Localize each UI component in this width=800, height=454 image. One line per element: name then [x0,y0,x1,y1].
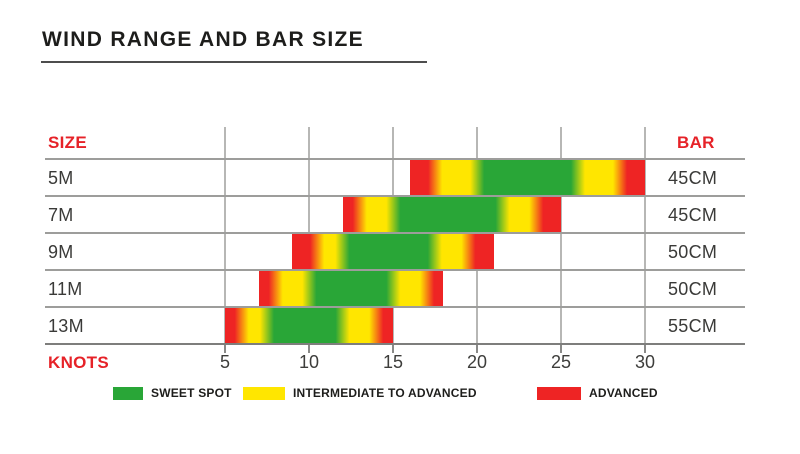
axis-tick [560,345,562,353]
row-divider [45,306,745,308]
kite-size-label: 9M [48,242,74,262]
row-divider [45,158,745,160]
wind-range-bar [225,308,393,343]
wind-range-bar [409,160,645,195]
legend-label: ADVANCED [589,386,658,400]
gridline [224,127,226,343]
axis-tick [644,345,646,353]
kite-size-label: 5M [48,168,74,188]
intermediate-swatch-icon [243,386,285,400]
bar-size-label: 55CM [668,316,718,336]
bar-size-label: 45CM [668,205,718,225]
axis-tick-label: 30 [634,352,656,372]
knots-axis-label: KNOTS [48,353,109,372]
axis-tick-label: 15 [382,352,404,372]
legend-item-sweet-spot: SWEET SPOT [113,386,232,400]
size-column-header: SIZE [48,133,87,152]
advanced-swatch-icon [537,386,581,400]
axis-tick-label: 5 [219,352,230,372]
title-underline [41,61,427,63]
row-divider [45,195,745,197]
legend-label: SWEET SPOT [151,386,232,400]
wind-range-bar [292,234,494,269]
legend-label: INTERMEDIATE TO ADVANCED [293,386,477,400]
legend: SWEET SPOT INTERMEDIATE TO ADVANCED ADVA… [0,386,800,402]
axis-tick-label: 25 [550,352,572,372]
axis-tick [476,345,478,353]
wind-range-bar [258,271,444,306]
axis-tick [308,345,310,353]
kite-size-label: 7M [48,205,74,225]
gridline [644,127,646,343]
legend-item-intermediate: INTERMEDIATE TO ADVANCED [243,386,477,400]
axis-tick [392,345,394,353]
axis-tick-label: 10 [298,352,320,372]
axis-tick [224,345,226,353]
wind-range-bar [342,197,561,232]
sweet-spot-swatch-icon [113,386,143,400]
knots-axis-line [45,343,745,345]
bar-size-label: 45CM [668,168,718,188]
row-divider [45,232,745,234]
bar-size-label: 50CM [668,279,718,299]
kite-size-label: 13M [48,316,84,336]
axis-tick-label: 20 [466,352,488,372]
page-title: WIND RANGE AND BAR SIZE [42,28,364,51]
kite-size-label: 11M [48,279,83,299]
legend-item-advanced: ADVANCED [537,386,658,400]
row-divider [45,269,745,271]
bar-column-header: BAR [677,133,715,152]
bar-size-label: 50CM [668,242,718,262]
gridline [560,127,562,343]
